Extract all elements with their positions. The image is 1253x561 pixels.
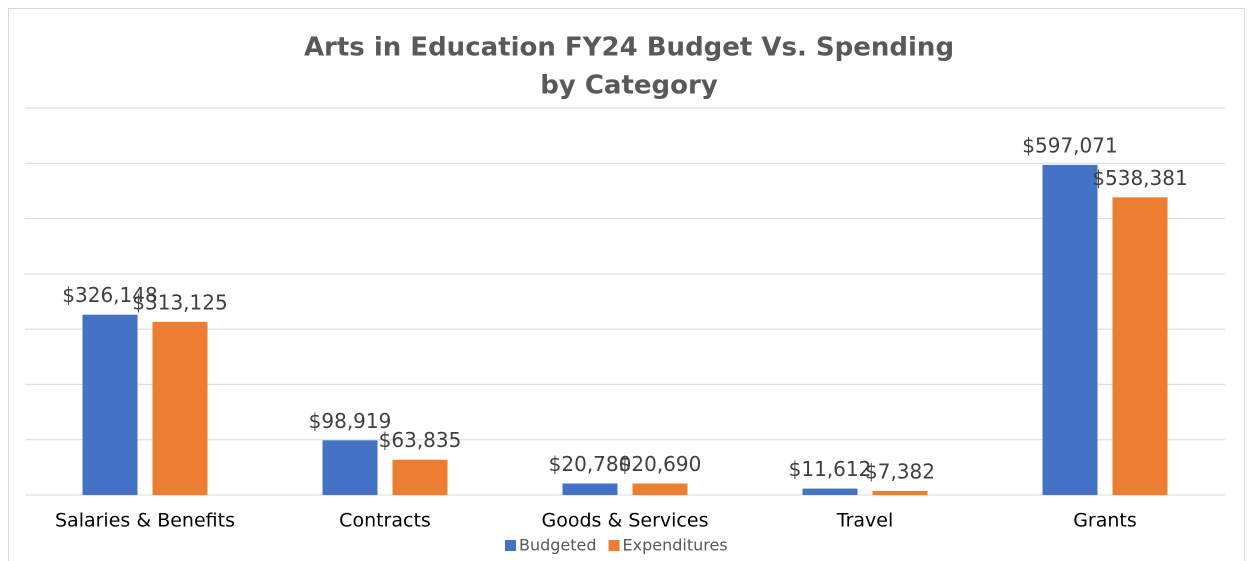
data-label: $313,125	[132, 290, 227, 314]
data-label: $20,780	[549, 452, 632, 476]
bar	[82, 314, 138, 495]
bar	[872, 490, 928, 495]
x-tick-label: Goods & Services	[542, 510, 709, 532]
legend-swatch	[608, 540, 620, 551]
bar	[632, 483, 688, 495]
chart-title: Arts in Education FY24 Budget Vs. Spendi…	[304, 33, 954, 63]
bar	[392, 459, 448, 495]
data-label: $326,148	[62, 283, 157, 307]
data-label: $20,690	[619, 452, 702, 476]
legend-label: Budgeted	[519, 536, 597, 555]
chart-title: by Category	[540, 71, 718, 101]
x-tick-label: Salaries & Benefits	[55, 510, 235, 532]
legend-label: Expenditures	[623, 536, 728, 555]
data-label: $597,071	[1022, 133, 1117, 157]
bar	[1042, 164, 1098, 495]
data-label: $7,382	[865, 459, 935, 483]
data-label: $63,835	[379, 428, 462, 452]
data-label: $98,919	[309, 409, 392, 433]
chart-frame	[8, 8, 1245, 561]
legend-swatch	[505, 540, 516, 551]
data-label: $538,381	[1092, 166, 1187, 190]
data-label: $11,612	[789, 457, 872, 481]
x-tick-label: Grants	[1073, 510, 1137, 532]
bar	[562, 483, 618, 495]
x-tick-label: Contracts	[339, 510, 431, 532]
bar	[152, 321, 208, 495]
bar	[802, 488, 858, 495]
x-tick-label: Travel	[836, 510, 893, 532]
bar	[322, 440, 378, 495]
bar	[1112, 197, 1168, 495]
